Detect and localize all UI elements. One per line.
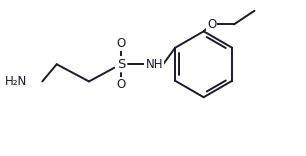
- Text: O: O: [117, 37, 126, 50]
- Text: O: O: [117, 78, 126, 91]
- Text: H₂N: H₂N: [5, 75, 27, 88]
- Text: O: O: [207, 18, 217, 31]
- Text: NH: NH: [145, 58, 163, 71]
- Text: S: S: [117, 58, 125, 71]
